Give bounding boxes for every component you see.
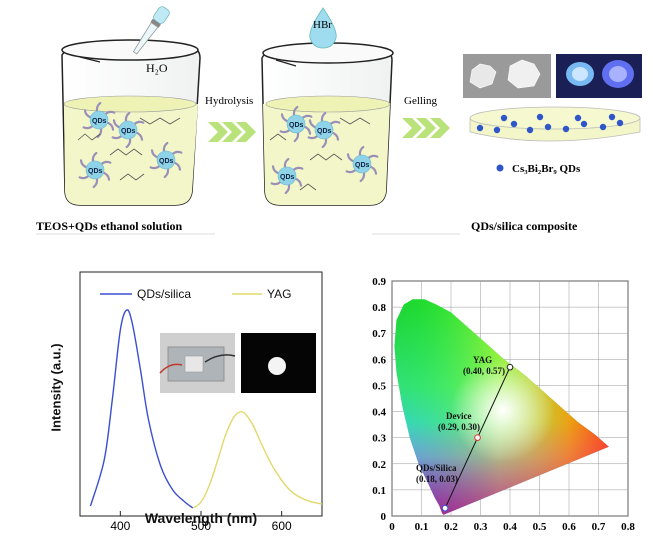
- photo-uv: [556, 54, 642, 98]
- legend-yag: YAG: [267, 287, 292, 301]
- gelling-arrow: [402, 118, 450, 138]
- qd-particle: QDs: [111, 111, 145, 149]
- qd-particle: QDs: [279, 105, 313, 143]
- qd-dot: [536, 113, 544, 121]
- qd-dot: [580, 120, 588, 128]
- qd-dot: [574, 114, 582, 122]
- device-point-coords: (0.29, 0.30): [438, 422, 480, 432]
- yag-point-coords: (0.40, 0.57): [463, 366, 505, 376]
- cie-y-tick-label: 0.2: [372, 459, 386, 471]
- yag-point-label: YAG: [473, 355, 493, 365]
- qd-label: QDs: [88, 168, 103, 175]
- qd-dot: [500, 114, 508, 122]
- qd-dot: [526, 126, 534, 134]
- cie-point-yag: [506, 363, 514, 371]
- silica-chain: [299, 183, 317, 191]
- cie-y-tick-label: 0.1: [372, 485, 386, 497]
- qds-point-label: QDs/Silica: [416, 463, 457, 473]
- spectrum-inset: [159, 333, 316, 393]
- qd-dot: [599, 123, 607, 131]
- legend-qd-label: Cs₃Bi₂Br₉ QDs: [512, 163, 581, 175]
- qd-label: QDs: [92, 118, 107, 125]
- qd-dot: [493, 126, 501, 134]
- spectrum-plot-frame: [79, 271, 323, 517]
- qds-point-coords: (0.18, 0.03): [416, 474, 458, 484]
- cie-x-tick-label: 0.6: [562, 521, 576, 533]
- cie-y-tick-label: 0: [381, 511, 387, 523]
- device-point-label: Device: [446, 411, 472, 421]
- silica-chain: [339, 117, 371, 125]
- series-line-qds-silica: [89, 309, 194, 509]
- cie-x-tick-label: 0.2: [444, 521, 458, 533]
- qd-dot: [510, 120, 518, 128]
- qd-particle: QDs: [149, 141, 183, 179]
- qd-dot: [608, 113, 616, 121]
- cie-y-tick-label: 0.8: [372, 302, 386, 314]
- qd-particle: QDs: [78, 151, 112, 189]
- cie-x-tick-label: 0.4: [503, 521, 517, 533]
- cie-x-tick-label: 0.1: [415, 521, 429, 533]
- silica-chain: [119, 173, 145, 181]
- qd-label: QDs: [121, 128, 136, 135]
- qd-cluster-1: QDs QDs QDs QDs: [77, 101, 183, 189]
- cie-y-tick-label: 0.6: [372, 354, 386, 366]
- qd-label: QDs: [355, 162, 370, 169]
- qd-dot: [544, 123, 552, 131]
- legend-qds-silica: QDs/silica: [137, 287, 192, 301]
- spectrum-ylabel: Intensity (a.u.): [48, 343, 64, 432]
- cie-x-tick-label: 0.7: [592, 521, 606, 533]
- hbr-droplet: [309, 7, 337, 49]
- cie-y-tick-label: 0.9: [372, 276, 386, 288]
- qd-label: QDs: [289, 122, 304, 129]
- spectrum-xlabel: Wavelength (nm): [144, 510, 258, 526]
- cie-y-tick-label: 0.4: [372, 407, 386, 419]
- dropper: [132, 6, 170, 55]
- qd-particle: QDs: [345, 145, 379, 183]
- cie-y-tick-label: 0.3: [372, 433, 386, 445]
- composite-disk: [469, 106, 641, 142]
- qd-dots: [476, 113, 624, 134]
- cie-y-tick-label: 0.5: [372, 380, 386, 392]
- qd-particle: QDs: [270, 157, 304, 195]
- legend-dot: [496, 164, 504, 172]
- qd-dot: [562, 125, 570, 133]
- cie-x-tick-label: 0.5: [533, 521, 547, 533]
- cie-x-tick-label: 0: [389, 521, 395, 533]
- caption-left: TEOS+QDs ethanol solution: [36, 219, 183, 233]
- qd-particle: QDs: [307, 111, 341, 149]
- qd-label: QDs: [280, 174, 295, 181]
- cie-point-device: [474, 434, 481, 441]
- qd-dot: [476, 124, 484, 132]
- caption-right: QDs/silica composite: [471, 219, 578, 233]
- silica-chain: [77, 133, 101, 141]
- hydrolysis-label: Hydrolysis: [205, 95, 253, 107]
- qd-cluster-2: QDs QDs QDs QDs: [269, 105, 379, 195]
- qd-particle: QDs: [82, 101, 116, 139]
- cie-x-tick-label: 0.8: [621, 521, 635, 533]
- qd-label: QDs: [317, 128, 332, 135]
- silica-chain: [139, 117, 181, 125]
- qd-label: QDs: [159, 158, 174, 165]
- hydrolysis-arrow: [208, 122, 256, 142]
- series-line-yag: [192, 411, 323, 509]
- mixing-line: [444, 366, 511, 509]
- silica-chain: [309, 153, 343, 161]
- h2o-label: H₂O: [146, 61, 168, 75]
- qd-dot: [616, 119, 624, 127]
- cie-x-tick-label: 0.3: [474, 521, 488, 533]
- cie-y-tick-label: 0.7: [372, 328, 386, 340]
- photo-daylight: [463, 54, 551, 98]
- gelling-label: Gelling: [404, 95, 437, 107]
- silica-chain: [109, 148, 143, 156]
- silica-chain: [269, 133, 287, 141]
- hbr-label: HBr: [313, 19, 332, 31]
- cie-point-qds-silica: [441, 504, 449, 512]
